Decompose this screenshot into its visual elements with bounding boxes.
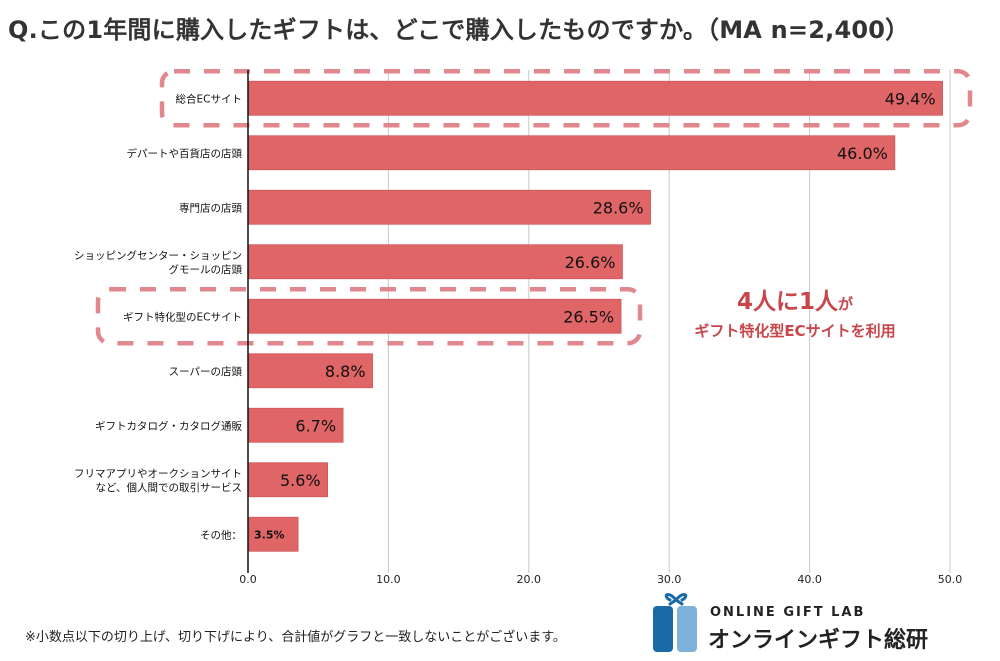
category-label-line: 総合ECサイト	[176, 92, 242, 105]
x-tick-label: 40.0	[797, 573, 822, 586]
highlight-box	[95, 287, 643, 346]
category-labels: 総合ECサイトデパートや百貨店の店頭専門店の店頭ショッピングセンター・ショッピン…	[74, 92, 242, 541]
x-axis-ticks: 0.0 10.0 20.0 30.0 40.0 50.0	[239, 573, 962, 586]
value-label: 46.0%	[837, 144, 888, 163]
bars	[248, 80, 943, 552]
category-label: 総合ECサイト	[176, 92, 242, 105]
callout-subline: ギフト特化型ECサイトを利用	[694, 322, 896, 340]
category-label-line: グモールの店頭	[169, 263, 243, 276]
bar	[248, 298, 622, 334]
bar	[248, 244, 623, 280]
category-label: ショッピングセンター・ショッピングモールの店頭	[74, 249, 242, 276]
x-tick-label: 0.0	[239, 573, 257, 586]
value-label: 6.7%	[295, 416, 336, 435]
bar	[248, 80, 943, 116]
category-label: スーパーの店頭	[169, 365, 243, 378]
chart-title: Q.この1年間に購入したギフトは、どこで購入したものですか。（MA n=2,40…	[8, 16, 910, 44]
logo-name-jp: オンラインギフト総研	[708, 628, 929, 653]
footnote: ※小数点以下の切り上げ、切り下げにより、合計値がグラフと一致しないことがございま…	[25, 630, 566, 645]
callout-main: 4人に1人	[736, 289, 838, 315]
value-label: 8.8%	[325, 362, 366, 381]
category-label-line: デパートや百貨店の店頭	[127, 147, 243, 160]
value-label: 28.6%	[593, 198, 644, 217]
category-label-line: その他：	[200, 528, 242, 541]
category-label: デパートや百貨店の店頭	[127, 147, 243, 160]
category-label: 専門店の店頭	[179, 201, 242, 214]
value-labels: 49.4% 46.0% 28.6% 26.6% 26.5% 8.8% 6.7% 5.6% 3.5…	[254, 89, 936, 541]
category-label-line: ギフト特化型のECサイト	[123, 310, 242, 323]
x-tick-label: 30.0	[657, 573, 682, 586]
bar	[248, 462, 329, 498]
bar	[248, 516, 299, 552]
value-label: 26.6%	[565, 253, 616, 272]
category-label: その他：	[200, 528, 242, 541]
category-label: ギフト特化型のECサイト	[123, 310, 242, 323]
x-tick-label: 20.0	[517, 573, 542, 586]
callout-suffix: が	[838, 295, 854, 313]
x-tick-label: 50.0	[938, 573, 963, 586]
callout-headline: 4人に1人が	[655, 282, 935, 316]
value-label: 49.4%	[885, 89, 936, 108]
highlight-box	[159, 69, 973, 128]
logo-name-en: ONLINE GIFT LAB	[710, 605, 866, 620]
category-label-line: フリマアプリやオークションサイト	[74, 468, 242, 480]
category-label-line: ショッピングセンター・ショッピン	[74, 249, 242, 262]
bar	[248, 407, 344, 443]
category-label: ギフトカタログ・カタログ通販	[95, 419, 242, 432]
x-tick-label: 10.0	[376, 573, 401, 586]
category-label-line: ギフトカタログ・カタログ通販	[95, 419, 242, 432]
brand-logo: ONLINE GIFT LAB オンラインギフト総研	[650, 590, 970, 656]
category-label: フリマアプリやオークションサイトなど、個人間での取引サービス	[74, 468, 242, 494]
callout-annotation: 4人に1人が ギフト特化型ECサイトを利用	[655, 282, 935, 341]
value-label: 26.5%	[563, 307, 614, 326]
bar	[248, 353, 373, 389]
category-label-line: など、個人間での取引サービス	[96, 481, 242, 494]
highlight-boxes	[95, 69, 973, 346]
category-label-line: スーパーの店頭	[169, 365, 243, 378]
gift-box-icon	[653, 593, 697, 652]
value-label: 3.5%	[254, 528, 285, 541]
bar	[248, 135, 896, 171]
value-label: 5.6%	[280, 471, 321, 490]
category-label-line: 専門店の店頭	[179, 201, 242, 214]
bar	[248, 189, 651, 225]
